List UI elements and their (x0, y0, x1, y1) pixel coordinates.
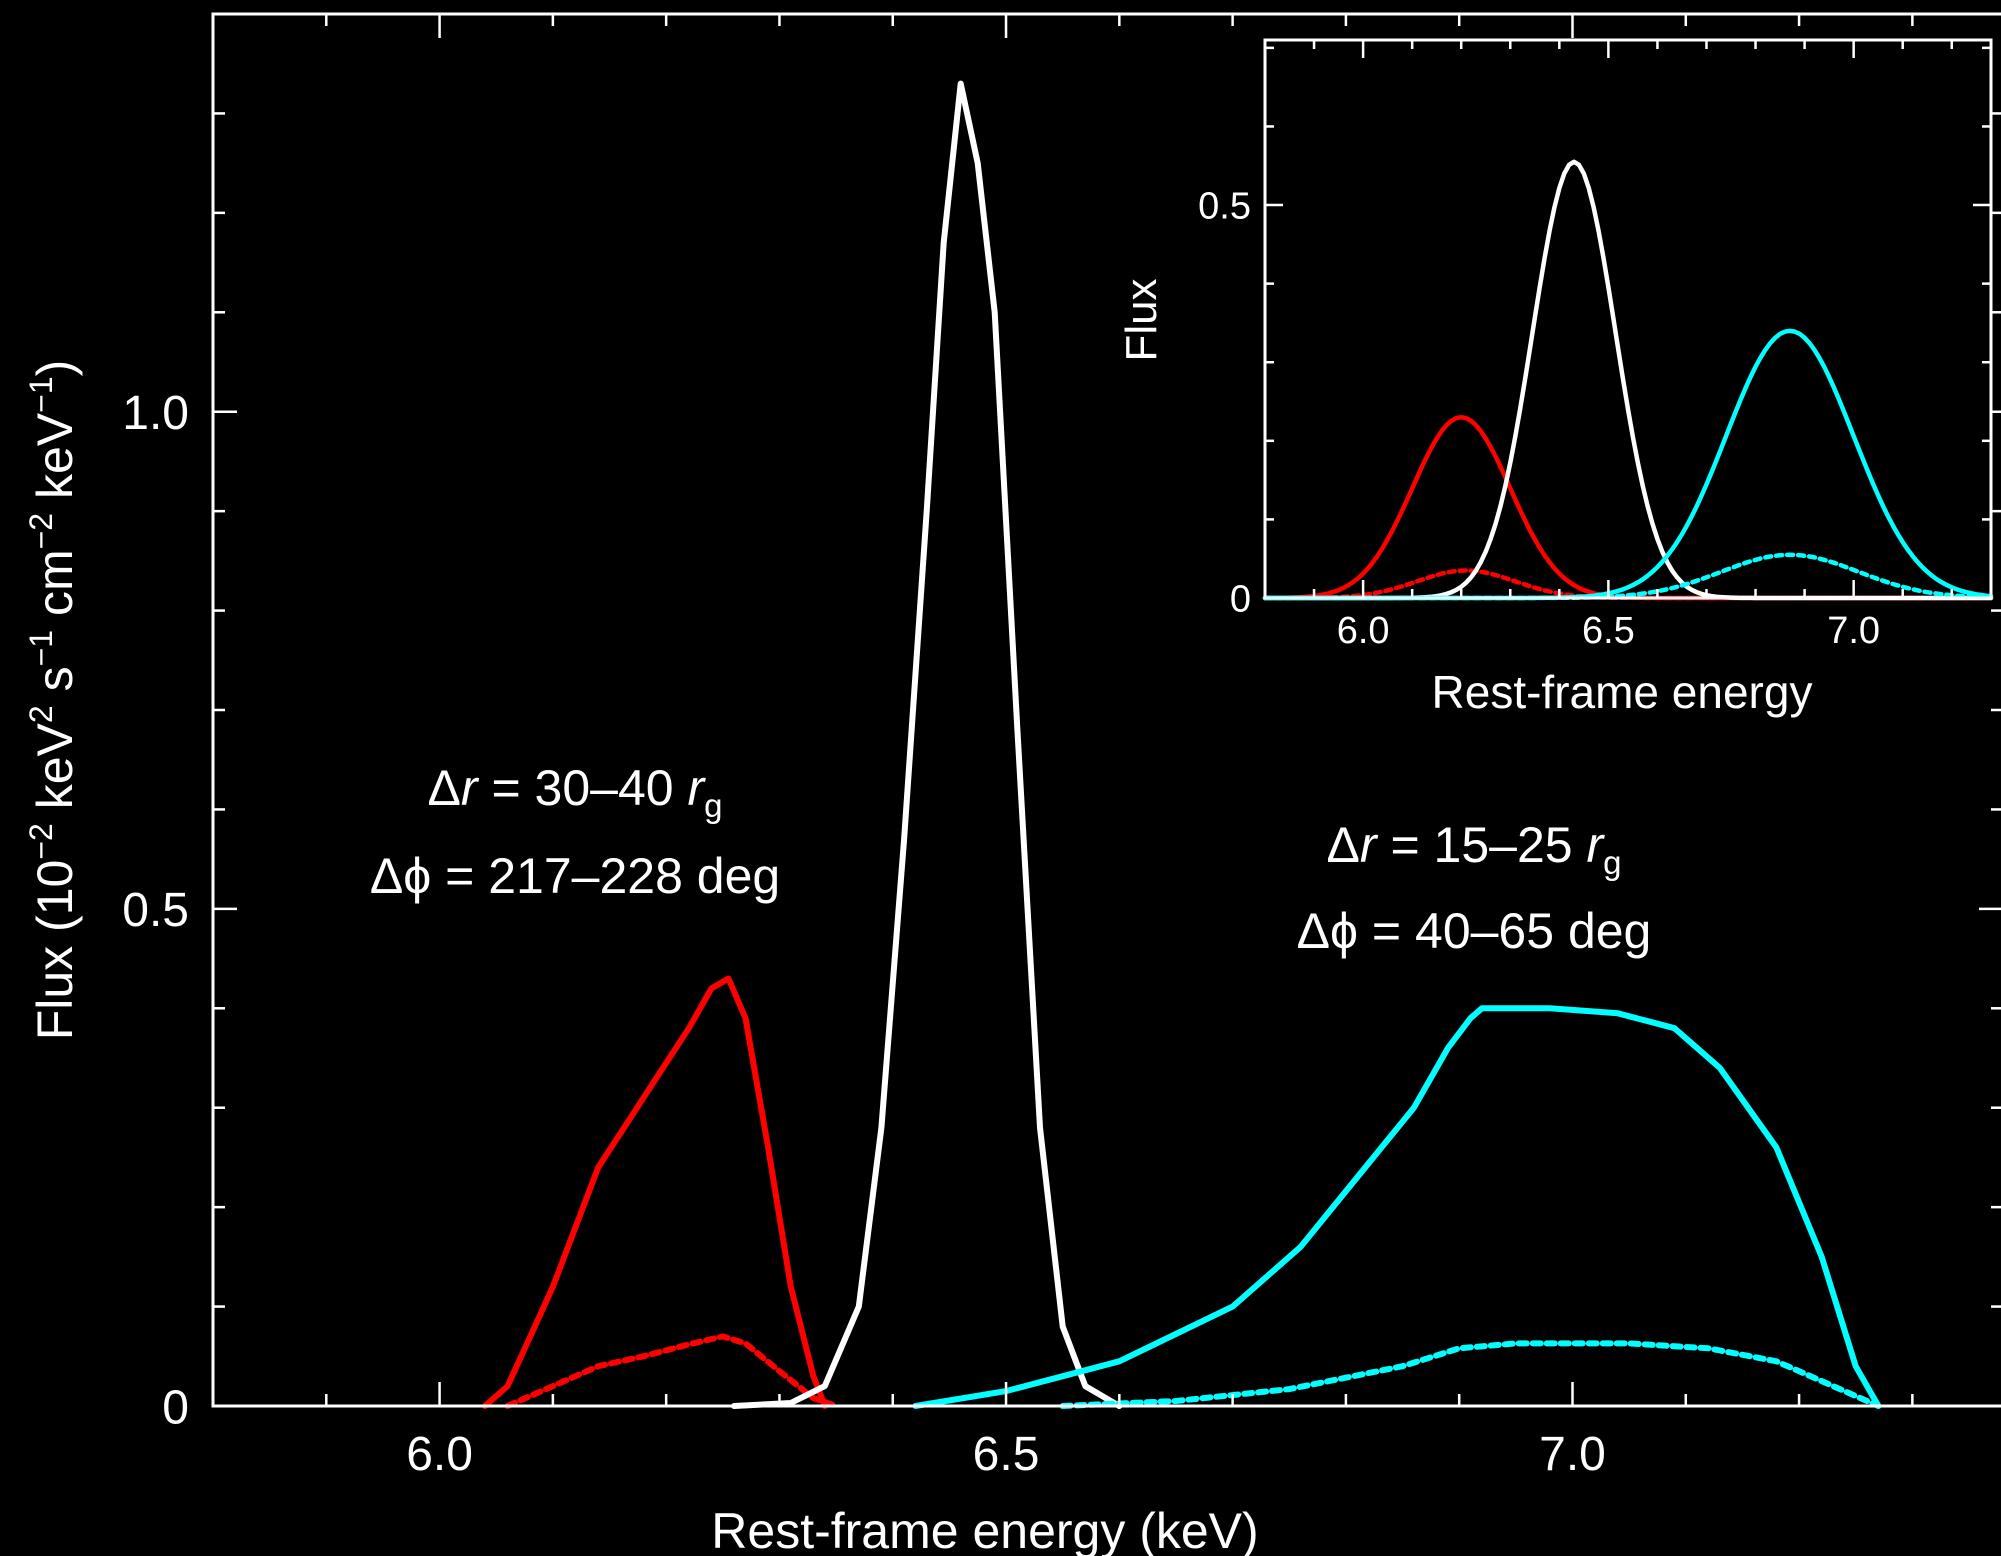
main-series-0-solid-line (481, 975, 828, 1409)
main-series-4-dotted-line (1059, 1340, 1882, 1409)
main-series-3-solid-line (912, 1005, 1882, 1409)
annotation-left-radius: Δr = 30–40 rg (428, 760, 723, 824)
main-y-tick-label: 0.5 (122, 884, 189, 937)
annotation-left-phi: Δϕ = 217–228 deg (370, 848, 780, 904)
inset-x-tick-label: 7.0 (1827, 610, 1880, 652)
inset-plot: 6.0 6.5 7.0 0 0.5 Rest-frame energy Flux (1117, 38, 1994, 718)
main-series-group (481, 80, 1882, 1409)
inset-y-tick-label: 0.5 (1198, 186, 1251, 228)
inset-ticks: 6.0 6.5 7.0 0 0.5 (1198, 40, 1991, 652)
main-series-2-solid-line (731, 80, 1123, 1409)
main-series-1-dotted-line (504, 1333, 840, 1409)
main-y-tick-label: 1.0 (122, 387, 189, 440)
main-x-axis-label: Rest-frame energy (keV) (711, 1503, 1258, 1556)
main-x-tick-label: 6.5 (973, 1428, 1040, 1481)
inset-x-axis-label: Rest-frame energy (1432, 666, 1813, 718)
inset-plot-frame (1263, 38, 1993, 600)
inset-background (1265, 40, 1991, 598)
annotation-right-radius: Δr = 15–25 rg (1327, 817, 1622, 881)
main-ticks: 6.0 6.5 7.0 0 0.5 1.0 (122, 12, 2001, 1481)
inset-x-tick-label: 6.0 (1337, 610, 1390, 652)
inset-y-tick-label: 0 (1230, 579, 1251, 621)
main-y-tick-label: 0 (162, 1381, 189, 1434)
main-x-tick-label: 7.0 (1539, 1428, 1606, 1481)
inset-y-axis-label: Flux (1117, 278, 1166, 361)
main-y-axis-label: Flux (10−2 keV2 s−1 cm−2 keV−1) (23, 360, 83, 1041)
annotation-right-phi: Δϕ = 40–65 deg (1297, 903, 1652, 959)
main-plot: 6.0 6.5 7.0 0 0.5 1.0 Rest-frame energy (keV)… (23, 12, 2001, 1556)
inset-x-tick-label: 6.5 (1582, 610, 1635, 652)
main-x-tick-label: 6.0 (406, 1428, 473, 1481)
